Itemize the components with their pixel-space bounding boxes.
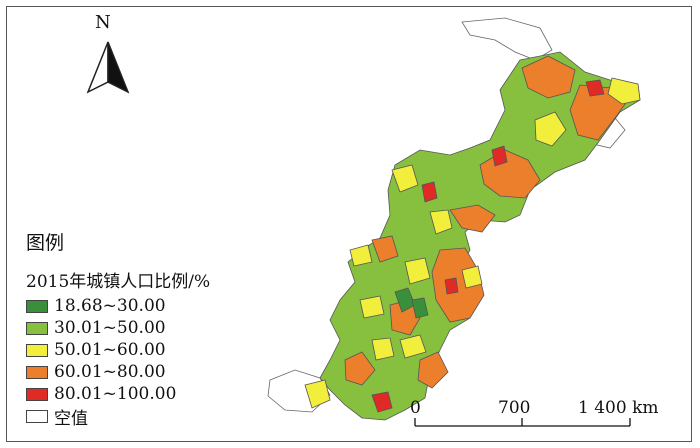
legend-item: 80.01~100.00 <box>26 383 210 405</box>
legend-item: 空值 <box>26 405 210 429</box>
legend-swatch <box>26 409 48 423</box>
legend-swatch <box>26 321 48 335</box>
scale-label-1400: 1 400 km <box>578 398 659 418</box>
legend-label: 60.01~80.00 <box>54 362 166 382</box>
legend-title: 图例 <box>26 232 65 254</box>
map-region-orange <box>344 55 629 389</box>
legend-item: 30.01~50.00 <box>26 317 210 339</box>
legend-swatch <box>26 365 48 379</box>
map-region-dark-green <box>394 287 429 319</box>
legend-label: 空值 <box>54 408 88 429</box>
legend-subtitle: 2015年城镇人口比例/% <box>26 272 211 292</box>
legend-swatch <box>26 387 48 401</box>
legend-label: 30.01~50.00 <box>54 318 166 338</box>
scale-bar <box>414 418 631 427</box>
legend-item: 50.01~60.00 <box>26 339 210 361</box>
legend-swatch <box>26 343 48 357</box>
north-label: N <box>95 12 111 33</box>
scale-label-700: 700 <box>498 398 531 418</box>
legend: 图例 2015年城镇人口比例/% 18.68~30.00 30.01~50.00… <box>26 228 211 429</box>
legend-label: 80.01~100.00 <box>54 384 177 404</box>
legend-label: 50.01~60.00 <box>54 340 166 360</box>
north-arrow-icon <box>86 41 130 94</box>
legend-item: 60.01~80.00 <box>26 361 210 383</box>
legend-label: 18.68~30.00 <box>54 296 166 316</box>
legend-item: 18.68~30.00 <box>26 295 210 317</box>
scale-label-0: 0 <box>410 398 421 418</box>
legend-swatch <box>26 299 48 313</box>
map-region-yellow <box>304 77 641 409</box>
map-region-red <box>371 79 605 413</box>
